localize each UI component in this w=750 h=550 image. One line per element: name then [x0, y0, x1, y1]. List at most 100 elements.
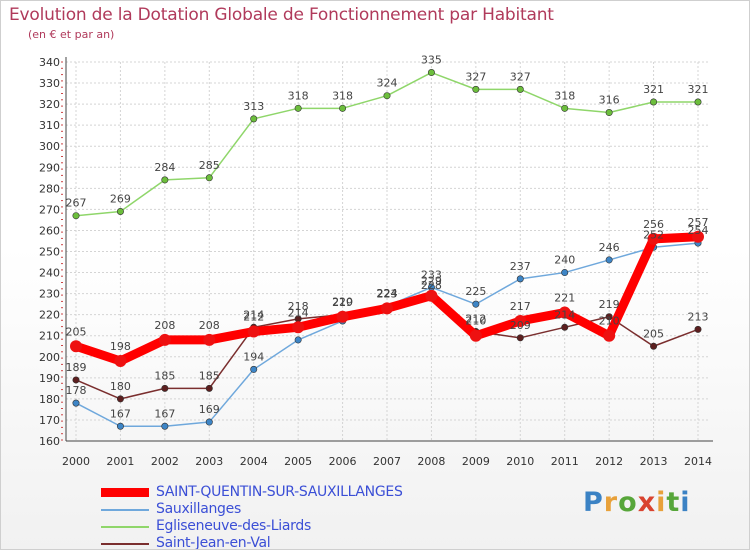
y-tick-label: 200 [39, 351, 60, 364]
data-label: 210 [465, 315, 486, 328]
data-label: 219 [599, 298, 620, 311]
data-point [516, 275, 524, 283]
data-point [516, 334, 524, 342]
x-tick-label: 2010 [506, 455, 534, 468]
data-label: 252 [643, 228, 664, 241]
y-tick-label: 240 [39, 267, 60, 280]
data-point [294, 336, 302, 344]
data-label: 321 [643, 83, 664, 96]
brand-letter: x [637, 487, 657, 518]
data-label: 318 [554, 89, 575, 102]
data-label: 267 [66, 197, 87, 210]
data-point [161, 176, 169, 184]
data-point [72, 376, 80, 384]
legend-swatch [101, 509, 149, 511]
data-label: 225 [465, 285, 486, 298]
data-label: 269 [110, 192, 131, 205]
data-label: 240 [554, 254, 575, 267]
data-point [472, 300, 480, 308]
x-tick-label: 2007 [373, 455, 401, 468]
data-label: 316 [599, 94, 620, 107]
data-point [116, 422, 124, 430]
data-point [425, 289, 438, 302]
data-point [203, 333, 216, 346]
y-tick-label: 250 [39, 246, 60, 259]
data-label: 218 [288, 300, 309, 313]
data-label: 217 [510, 300, 531, 313]
brand-letter: i [656, 487, 667, 518]
data-point [250, 115, 258, 123]
y-tick-label: 330 [39, 77, 60, 90]
data-point [294, 104, 302, 112]
x-tick-label: 2001 [106, 455, 134, 468]
data-point [650, 342, 658, 350]
data-point [70, 340, 82, 353]
y-tick-label: 170 [39, 414, 60, 427]
data-label: 256 [643, 218, 664, 231]
data-label: 214 [243, 308, 264, 321]
data-point [383, 92, 391, 100]
x-tick-label: 2013 [640, 455, 668, 468]
data-label: 237 [510, 260, 531, 273]
data-point [72, 212, 80, 220]
legend-label: Sauxillanges [156, 501, 241, 517]
chart-subtitle: (en € et par an) [28, 28, 115, 41]
data-label: 194 [243, 350, 264, 363]
data-point [116, 395, 124, 403]
data-point [605, 313, 613, 321]
data-point [427, 69, 435, 77]
data-label: 213 [688, 310, 709, 323]
data-label: 180 [110, 380, 131, 393]
data-label: 167 [154, 407, 175, 420]
data-label: 221 [554, 292, 575, 305]
data-label: 208 [199, 319, 220, 332]
x-tick-label: 2009 [462, 455, 490, 468]
data-point [692, 230, 704, 243]
x-tick-label: 2014 [684, 455, 712, 468]
data-point [558, 306, 571, 319]
x-tick-label: 2002 [151, 455, 179, 468]
data-label: 318 [288, 89, 309, 102]
data-label: 284 [154, 161, 175, 174]
data-label: 313 [243, 100, 264, 113]
x-tick-label: 2006 [329, 455, 357, 468]
data-point [205, 384, 213, 392]
data-label: 208 [154, 319, 175, 332]
y-tick-label: 320 [39, 98, 60, 111]
data-point [694, 98, 702, 106]
data-label: 233 [421, 268, 442, 281]
y-tick-label: 230 [39, 288, 60, 301]
data-point [158, 333, 171, 346]
brand-letter: i [680, 487, 691, 518]
data-point [561, 323, 569, 331]
data-point [694, 325, 702, 333]
legend-label: Saint-Jean-en-Val [156, 535, 271, 550]
data-label: 214 [288, 306, 309, 319]
legend-swatch [101, 526, 149, 528]
y-tick-label: 190 [39, 372, 60, 385]
legend-label: Egliseneuve-des-Liards [156, 518, 311, 534]
data-point [116, 207, 124, 215]
chart-title: Evolution de la Dotation Globale de Fonc… [9, 5, 554, 25]
x-tick-label: 2008 [417, 455, 445, 468]
x-tick-label: 2004 [240, 455, 268, 468]
x-tick-label: 2000 [62, 455, 90, 468]
brand-logo: Proxiti [583, 487, 691, 518]
brand-letter: t [666, 487, 681, 518]
data-point [605, 256, 613, 264]
y-tick-label: 180 [39, 393, 60, 406]
data-point [561, 104, 569, 112]
data-point [603, 329, 616, 342]
data-label: 321 [688, 83, 709, 96]
data-label: 210 [599, 315, 620, 328]
data-label: 324 [377, 77, 398, 90]
data-point [605, 109, 613, 117]
data-label: 228 [421, 279, 442, 292]
y-tick-label: 280 [39, 182, 60, 195]
data-point [161, 422, 169, 430]
data-label: 214 [554, 308, 575, 321]
data-label: 185 [154, 369, 175, 382]
y-tick-label: 160 [39, 435, 60, 448]
data-label: 327 [465, 70, 486, 83]
